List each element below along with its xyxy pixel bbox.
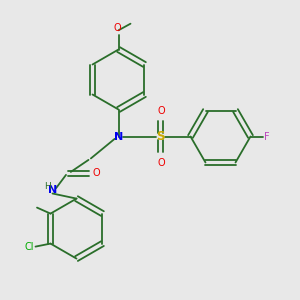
Text: O: O [157,158,165,167]
Text: Cl: Cl [25,242,34,252]
Text: O: O [157,106,165,116]
Text: H: H [44,182,50,191]
Text: S: S [156,130,165,143]
Text: N: N [114,131,123,142]
Text: O: O [92,168,100,178]
Text: N: N [48,185,57,195]
Text: O: O [113,23,121,33]
Text: F: F [264,131,269,142]
